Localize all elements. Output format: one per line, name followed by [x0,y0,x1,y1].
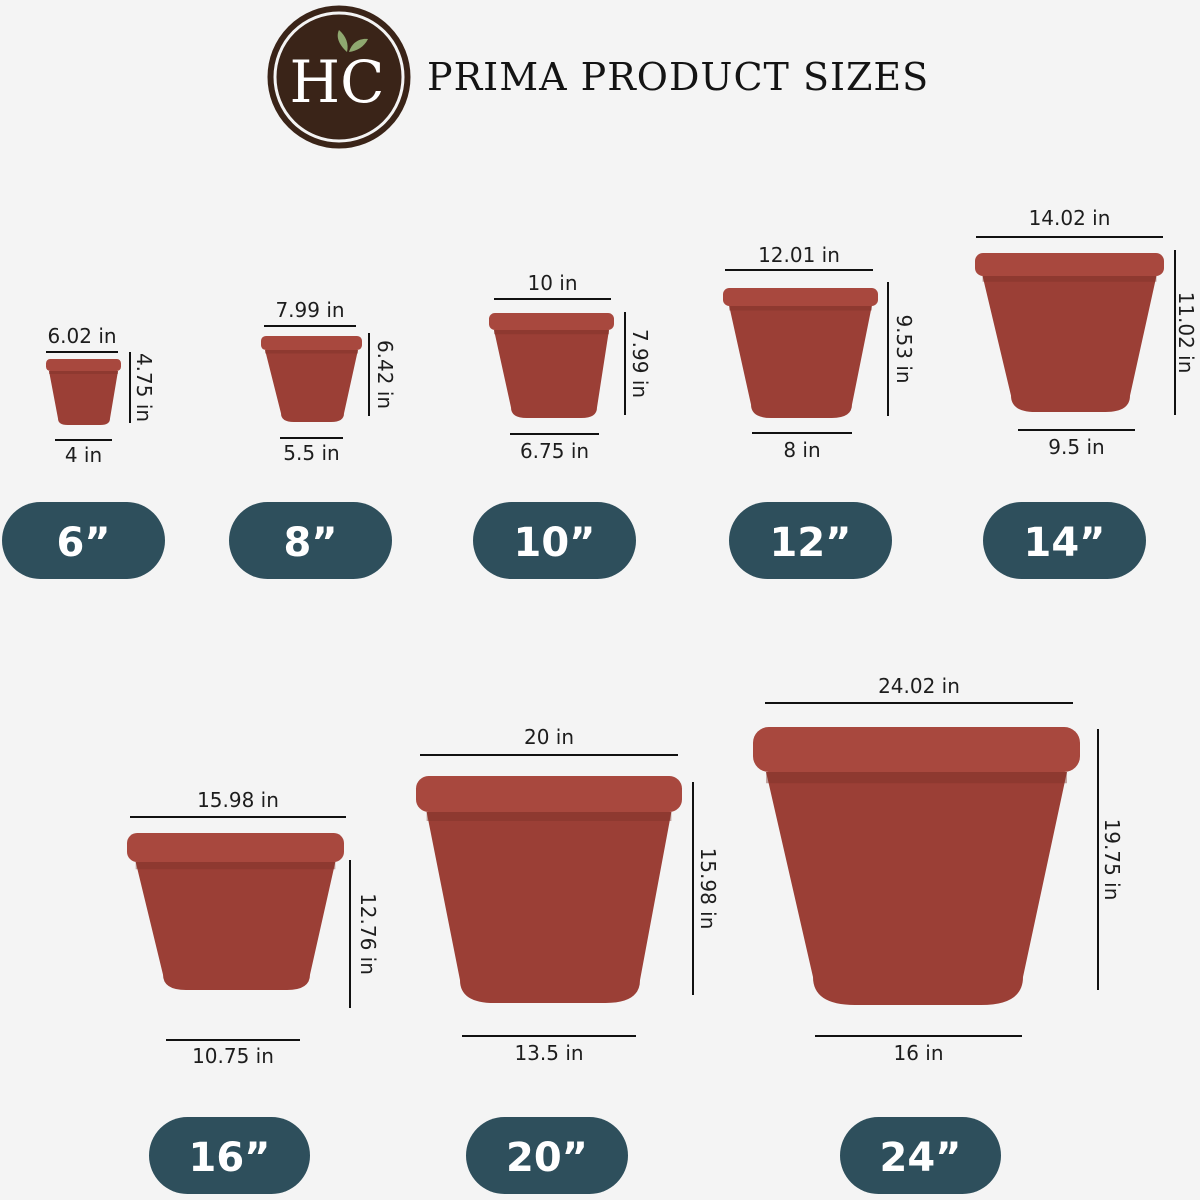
top-diameter-label: 15.98 in [197,788,279,812]
size-badge-label: 8” [283,520,337,566]
height-label: 11.02 in [1174,292,1198,374]
logo-text: HC [290,48,385,116]
pot-rim-shadow [982,276,1157,282]
size-badge-label: 24” [880,1135,962,1181]
pot-body [494,330,609,418]
pot-rim [489,313,614,330]
size-badge [466,1117,628,1194]
size-badge [229,502,392,579]
size-badge-label: 10” [514,520,596,566]
pot-rim [46,359,121,371]
bottom-diameter-label: 5.5 in [283,441,339,465]
size-badge-label: 14” [1024,520,1106,566]
pot-rim-shadow [766,772,1067,784]
pot-body [729,306,872,418]
pot-rim-shadow [729,306,872,311]
pot-body [766,772,1067,1005]
top-diameter-label: 10 in [527,271,577,295]
bottom-diameter-label: 4 in [65,443,102,467]
size-badge-label: 12” [770,520,852,566]
pot-body [265,350,358,422]
size-badge [840,1117,1001,1194]
bottom-diameter-label: 16 in [893,1041,943,1065]
pot-rim [975,253,1164,276]
height-label: 4.75 in [132,353,156,422]
height-label: 6.42 in [373,340,397,409]
size-badge [473,502,636,579]
product-card: 15.98 in 12.76 in 10.75 in 16” [127,788,380,1194]
size-badge-label: 20” [506,1135,588,1181]
top-diameter-label: 24.02 in [878,674,960,698]
bottom-diameter-label: 10.75 in [192,1044,274,1068]
product-card: 24.02 in 19.75 in 16 in 24” [753,674,1124,1194]
leaf-icon [337,30,348,52]
hc-logo: HC [267,5,411,149]
pot-body [982,276,1157,412]
pot-rim [753,727,1080,772]
product-card: 14.02 in 11.02 in 9.5 in 14” [975,206,1198,579]
size-badge-label: 6” [56,520,110,566]
pot-rim-shadow [265,350,358,354]
top-diameter-label: 7.99 in [275,298,344,322]
size-badge [149,1117,310,1194]
size-badge [729,502,892,579]
product-card: 10 in 7.99 in 6.75 in 10” [473,271,652,579]
top-diameter-label: 14.02 in [1029,206,1111,230]
product-card: 20 in 15.98 in 13.5 in 20” [416,725,720,1194]
pot-rim-shadow [49,371,118,374]
top-diameter-label: 20 in [524,725,574,749]
bottom-diameter-label: 13.5 in [514,1041,583,1065]
pot-rim [723,288,878,306]
size-badge-label: 16” [189,1135,271,1181]
pot-body [49,371,118,425]
pot-rim-shadow [494,330,609,335]
product-card: 6.02 in 4.75 in 4 in 6” [2,324,165,579]
height-label: 15.98 in [696,848,720,930]
pot-rim [127,833,344,862]
height-label: 9.53 in [892,314,916,383]
leaf-icon [349,38,368,52]
height-label: 12.76 in [356,893,380,975]
pot-body [426,812,672,1003]
page-title: PRIMA PRODUCT SIZES [427,55,929,99]
pot-body [135,862,336,990]
bottom-diameter-label: 8 in [783,438,820,462]
pot-rim-shadow [135,862,336,870]
pot-rim [261,336,362,350]
size-badge [983,502,1146,579]
bottom-diameter-label: 9.5 in [1048,435,1104,459]
height-label: 19.75 in [1100,819,1124,901]
top-diameter-label: 6.02 in [47,324,116,348]
bottom-diameter-label: 6.75 in [520,439,589,463]
height-label: 7.99 in [628,329,652,398]
size-badge [2,502,165,579]
pot-rim-shadow [426,812,672,821]
product-card: 7.99 in 6.42 in 5.5 in 8” [229,298,397,579]
pot-rim [416,776,682,812]
product-card: 12.01 in 9.53 in 8 in 12” [723,243,916,579]
top-diameter-label: 12.01 in [758,243,840,267]
